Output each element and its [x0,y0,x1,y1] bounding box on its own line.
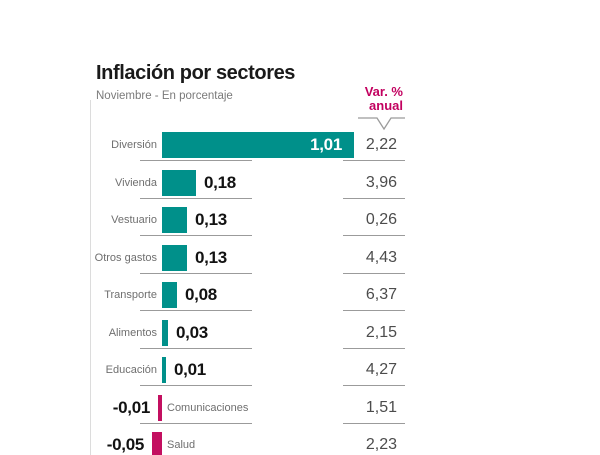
row-separator-right [343,385,405,386]
row-separator-left [140,235,252,236]
row-separator-right [343,273,405,274]
category-label: Comunicaciones [167,402,249,414]
value-bar [162,357,166,383]
category-label: Transporte [104,289,157,301]
chart-row: Transporte 0,08 6,37 [0,282,600,312]
value-bar [162,132,354,158]
row-separator-right [343,235,405,236]
monthly-value-label: 0,13 [195,248,227,267]
category-label: Vestuario [111,214,157,226]
annual-value-label: 0,26 [365,211,397,228]
annual-value-label: 2,23 [365,436,397,453]
annual-value-label: 6,37 [365,286,397,303]
row-separator-left [140,423,252,424]
chart-row: Diversión 1,01 2,22 [0,132,600,162]
annual-value-label: 2,22 [365,136,397,153]
monthly-value-label: 0,08 [185,285,217,304]
row-separator-left [140,198,252,199]
monthly-value-label: -0,01 [112,398,151,417]
row-separator-left [140,273,252,274]
annual-value-label: 2,15 [365,324,397,341]
annual-value-label: 1,51 [365,399,397,416]
monthly-value-label: 1,01 [310,135,342,154]
left-column-rule [90,100,91,455]
value-bar [162,320,168,346]
monthly-value-label: 0,18 [204,173,236,192]
monthly-value-label: 0,13 [195,210,227,229]
chart-row: Otros gastos 0,13 4,43 [0,245,600,275]
chart-row: Vestuario 0,13 0,26 [0,207,600,237]
monthly-value-label: 0,03 [176,323,208,342]
monthly-value-label: -0,05 [106,435,145,454]
category-label: Vivienda [115,177,157,189]
chart-row: Vivienda 0,18 3,96 [0,170,600,200]
value-bar [162,170,196,196]
value-bar [162,207,187,233]
annual-value-label: 4,43 [365,249,397,266]
category-label: Diversión [111,139,157,151]
value-bar [162,245,187,271]
row-separator-left [140,160,252,161]
value-bar [158,395,162,421]
category-label: Alimentos [108,327,157,339]
annual-header-line2: anual [369,98,403,113]
chart-row: Educación 0,01 4,27 [0,357,600,387]
annual-value-label: 3,96 [365,174,397,191]
row-separator-left [140,348,252,349]
chart-row: Salud -0,05 2,23 [0,432,600,455]
row-separator-right [343,160,405,161]
row-separator-right [343,310,405,311]
category-label: Otros gastos [94,252,157,264]
annual-value-label: 4,27 [365,361,397,378]
monthly-value-label: 0,01 [174,360,206,379]
row-separator-left [140,385,252,386]
row-separator-right [343,423,405,424]
row-separator-right [343,348,405,349]
value-bar [152,432,162,455]
annual-header-line1: Var. % [364,84,403,99]
chart-subtitle: Noviembre - En porcentaje [96,90,233,102]
annual-variation-column-header: Var. % anual [300,85,403,113]
category-label: Educación [105,364,157,376]
row-separator-left [140,310,252,311]
row-separator-right [343,198,405,199]
chart-row: Comunicaciones -0,01 1,51 [0,395,600,425]
value-bar [162,282,177,308]
category-label: Salud [167,439,196,451]
chart-title: Inflación por sectores [96,62,296,84]
column-pointer-bracket-icon [358,117,405,131]
chart-row: Alimentos 0,03 2,15 [0,320,600,350]
